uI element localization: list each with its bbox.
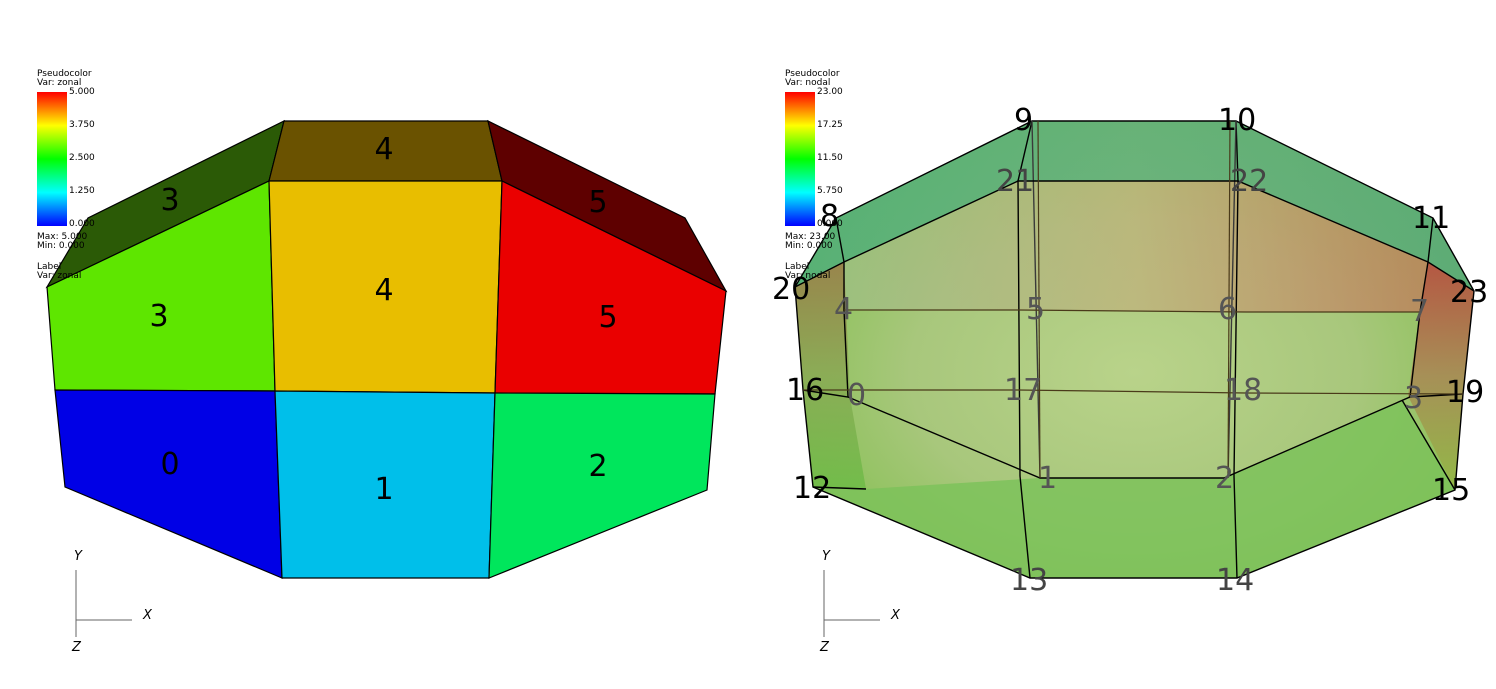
pseudocolor-legend: Pseudocolor Var: nodal 23.00 17.25 11.50… bbox=[785, 69, 885, 281]
legend-max: Max: 5.000 bbox=[37, 232, 88, 242]
right-viewport[interactable]: 0 1 2 3 4 5 6 7 8 9 10 11 12 13 14 15 16… bbox=[748, 0, 1496, 689]
legend-plot-type: Pseudocolor bbox=[785, 69, 840, 79]
legend-minmax: Max: 23.00 Min: 0.000 bbox=[785, 233, 835, 251]
zone-2-face bbox=[488, 392, 716, 579]
legend-var: Var: nodal bbox=[785, 78, 831, 88]
legend-min: Min: 0.000 bbox=[785, 241, 833, 251]
label-var: Var: nodal bbox=[785, 271, 831, 281]
label-var: Var: zonal bbox=[37, 271, 82, 281]
left-viewport[interactable]: 0 1 2 3 3 4 4 5 5 Y X Z Pseudocolor Var:… bbox=[0, 0, 748, 689]
node-label: 18 bbox=[1224, 373, 1262, 408]
node-label: 19 bbox=[1446, 375, 1484, 410]
color-bar bbox=[785, 92, 815, 226]
axis-triad: Y X Z bbox=[819, 549, 901, 655]
zone-label: 5 bbox=[588, 185, 607, 220]
label-legend: Label Var: nodal bbox=[785, 263, 830, 281]
node-label: 12 bbox=[793, 471, 831, 506]
legend-tick: 23.00 bbox=[817, 87, 843, 97]
legend-minmax: Max: 5.000 Min: 0.000 bbox=[37, 233, 87, 251]
node-label: 2 bbox=[1215, 461, 1234, 496]
color-bar bbox=[37, 92, 67, 226]
node-label: 7 bbox=[1410, 294, 1429, 329]
node-label: 13 bbox=[1010, 563, 1048, 598]
pseudocolor-legend: Pseudocolor Var: zonal 5.000 3.750 2.500… bbox=[37, 69, 137, 281]
legend-tick: 5.000 bbox=[69, 87, 95, 97]
legend-tick: 11.50 bbox=[817, 153, 843, 163]
zone-label: 4 bbox=[374, 132, 393, 167]
axis-triad: Y X Z bbox=[71, 549, 153, 655]
inner-top bbox=[844, 181, 1428, 312]
legend-min: Min: 0.000 bbox=[37, 241, 85, 251]
node-label: 3 bbox=[1404, 381, 1423, 416]
zone-label: 3 bbox=[149, 299, 168, 334]
label-plot-type: Label bbox=[785, 262, 810, 272]
node-label: 5 bbox=[1026, 292, 1045, 327]
node-label: 6 bbox=[1218, 292, 1237, 327]
node-label: 10 bbox=[1218, 103, 1256, 138]
mesh-edges bbox=[794, 120, 1475, 579]
zone-label: 5 bbox=[598, 300, 617, 335]
zone-label: 0 bbox=[160, 447, 179, 482]
inner-edges bbox=[803, 120, 1464, 479]
bottom-band bbox=[813, 400, 1455, 578]
axis-z-label: Z bbox=[71, 640, 82, 655]
zone-0-face bbox=[54, 389, 283, 579]
node-label: 8 bbox=[820, 199, 839, 234]
nodal-mesh-view: 0 1 2 3 4 5 6 7 8 9 10 11 12 13 14 15 16… bbox=[772, 103, 1488, 655]
legend-plot-type: Pseudocolor bbox=[37, 69, 92, 79]
node-label: 15 bbox=[1432, 473, 1470, 508]
legend-max: Max: 23.00 bbox=[785, 232, 836, 242]
label-legend: Label Var: zonal bbox=[37, 263, 81, 281]
legend-tick: 0.000 bbox=[69, 219, 95, 229]
node-label: 1 bbox=[1038, 461, 1057, 496]
zonal-mesh-view: 0 1 2 3 3 4 4 5 5 Y X Z bbox=[45, 119, 728, 655]
legend-tick: 17.25 bbox=[817, 120, 843, 130]
node-label: 23 bbox=[1450, 275, 1488, 310]
zone-label: 1 bbox=[374, 472, 393, 507]
legend-tick: 0.000 bbox=[817, 219, 843, 229]
top-band bbox=[795, 121, 1474, 291]
node-label: 4 bbox=[834, 292, 853, 327]
node-label: 16 bbox=[786, 373, 824, 408]
left-side bbox=[795, 262, 866, 489]
legend-var: Var: zonal bbox=[37, 78, 82, 88]
node-label: 9 bbox=[1014, 103, 1033, 138]
zone-label: 3 bbox=[160, 183, 179, 218]
axis-y-label: Y bbox=[822, 549, 831, 564]
legend-tick: 1.250 bbox=[69, 186, 95, 196]
node-label: 14 bbox=[1216, 563, 1254, 598]
right-side bbox=[1408, 262, 1474, 490]
node-label: 0 bbox=[847, 378, 866, 413]
node-label: 17 bbox=[1004, 373, 1042, 408]
node-label: 11 bbox=[1412, 201, 1450, 236]
node-label: 22 bbox=[1230, 164, 1268, 199]
legend-tick: 5.750 bbox=[817, 186, 843, 196]
axis-x-label: X bbox=[890, 608, 901, 623]
axis-z-label: Z bbox=[819, 640, 830, 655]
node-label: 21 bbox=[996, 164, 1034, 199]
legend-tick: 3.750 bbox=[69, 120, 95, 130]
zone-label: 2 bbox=[588, 449, 607, 484]
label-plot-type: Label bbox=[37, 262, 62, 272]
zone-label: 4 bbox=[374, 273, 393, 308]
legend-tick: 2.500 bbox=[69, 153, 95, 163]
axis-y-label: Y bbox=[74, 549, 83, 564]
node-label: 20 bbox=[772, 272, 810, 307]
axis-x-label: X bbox=[142, 608, 153, 623]
